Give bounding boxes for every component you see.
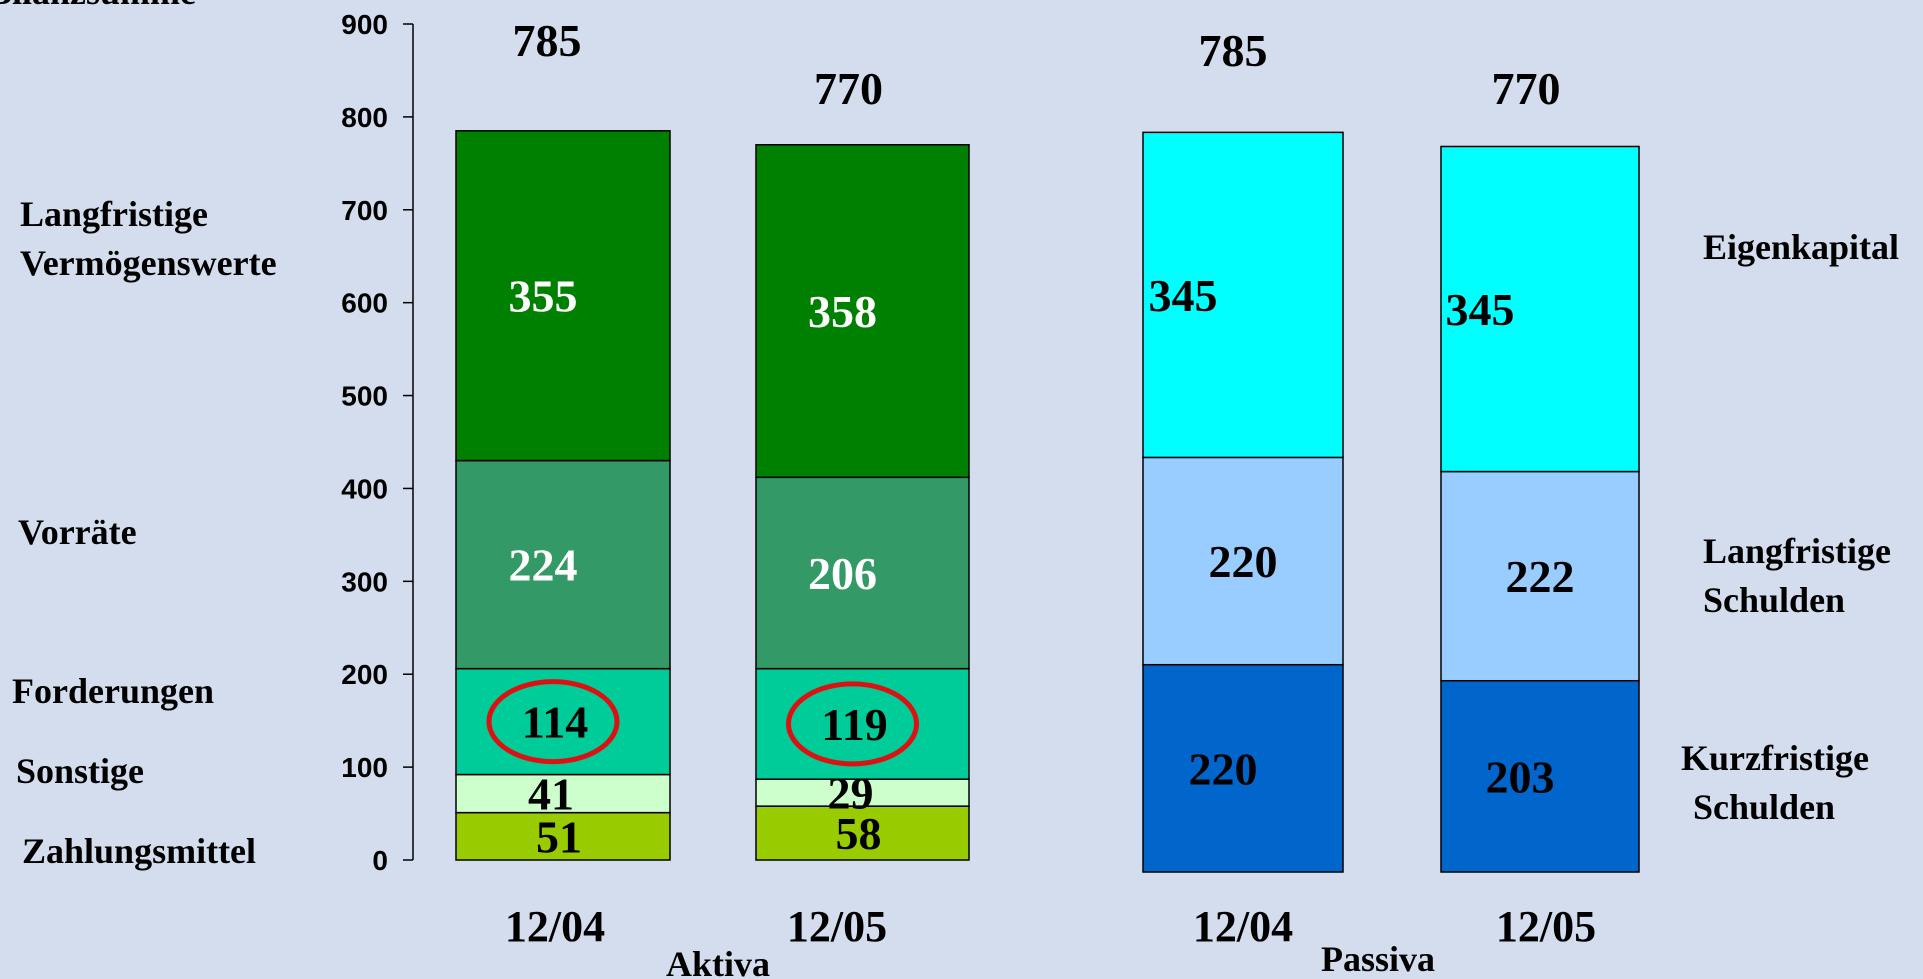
data-label: 345 — [1446, 284, 1515, 335]
series-label: Eigenkapital — [1703, 227, 1899, 267]
y-tick-label: 800 — [341, 102, 388, 133]
bar-segment — [755, 476, 970, 670]
series-label: Langfristige Vermögenswerte — [20, 194, 277, 283]
data-label: 355 — [509, 271, 578, 322]
bar-segment — [455, 667, 671, 776]
data-label: 203 — [1486, 751, 1555, 802]
bar-segment — [455, 773, 671, 814]
group-passiva: 220 220 345 785 203 222 345 770 — [1142, 25, 1640, 873]
bar-segment — [1142, 663, 1344, 873]
bar-segment — [455, 130, 671, 462]
bar-segment — [455, 459, 671, 670]
y-tick-label: 400 — [341, 473, 388, 504]
x-tick-label: 12/05 — [1496, 902, 1596, 951]
total-label: 770 — [1492, 63, 1561, 114]
data-label: 41 — [528, 769, 574, 820]
bars: 5141114224355785582911920635877022022034… — [455, 15, 1640, 873]
group-label: Aktiva — [666, 944, 770, 979]
total-label: 770 — [814, 63, 883, 114]
data-label: 358 — [808, 286, 877, 337]
series-label: Vorräte — [18, 512, 137, 552]
bar-segment — [755, 667, 970, 780]
data-label: 220 — [1209, 536, 1278, 587]
data-label: 58 — [836, 808, 882, 859]
total-label: 785 — [1199, 25, 1268, 76]
total-label: 785 — [513, 15, 582, 66]
bar-segment — [1440, 470, 1640, 682]
data-label: 222 — [1506, 551, 1575, 602]
bar-segment — [755, 144, 970, 479]
bar-segment — [455, 811, 671, 861]
data-label: 345 — [1149, 270, 1218, 321]
highlight-ellipse — [486, 679, 620, 765]
y-tick-label: 0 — [372, 845, 388, 876]
highlight-ellipse — [786, 681, 919, 767]
y-axis: 0 100 200 300 400 500 600 700 800 900 — [341, 9, 414, 876]
data-label: 119 — [821, 699, 887, 750]
x-axis-labels: 12/04 12/05 Aktiva 12/04 12/05 Passiva — [505, 902, 1596, 979]
data-label: 51 — [536, 811, 582, 862]
series-label: Kurzfristige Schulden — [1681, 738, 1869, 827]
y-tick-label: 300 — [341, 566, 388, 597]
y-tick-label: 700 — [341, 195, 388, 226]
series-label: Sonstige — [16, 751, 144, 791]
series-label: Langfristige Schulden — [1703, 531, 1891, 620]
data-label: 114 — [522, 697, 588, 748]
data-label: 224 — [509, 540, 578, 591]
data-label: 206 — [808, 548, 877, 599]
y-tick-label: 600 — [341, 288, 388, 319]
bar-segment — [1142, 456, 1344, 666]
y-tick-label: 100 — [341, 752, 388, 783]
category-labels: Langfristige Vermögenswerte Vorräte Forderu… — [12, 194, 1899, 871]
group-label: Passiva — [1321, 939, 1435, 979]
bar-segment — [1142, 131, 1344, 459]
x-tick-label: 12/04 — [1193, 902, 1293, 951]
x-tick-label: 12/05 — [787, 902, 887, 951]
bar-segment — [755, 778, 970, 807]
bar-segment — [1440, 145, 1640, 473]
y-axis-title: Bilanzsumme — [0, 0, 196, 12]
data-label: 220 — [1189, 743, 1258, 794]
series-label: Forderungen — [12, 671, 214, 711]
y-tick-label: 900 — [341, 9, 388, 40]
series-label: Zahlungsmittel — [22, 831, 256, 871]
y-tick-label: 200 — [341, 659, 388, 690]
x-tick-label: 12/04 — [505, 902, 605, 951]
bar-segment — [1440, 679, 1640, 873]
y-tick-label: 500 — [341, 381, 388, 412]
